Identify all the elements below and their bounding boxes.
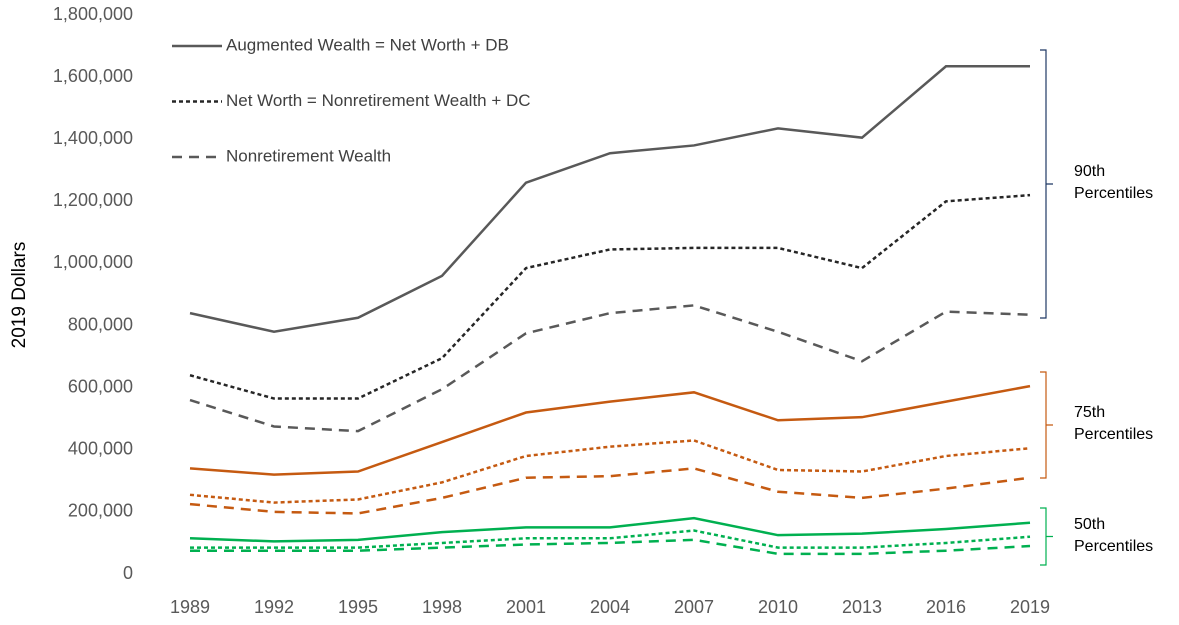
x-tick-label: 2016 (926, 597, 966, 617)
x-tick-label: 2007 (674, 597, 714, 617)
line (189, 384, 1031, 476)
x-tick-label: 1995 (338, 597, 378, 617)
line (189, 467, 1031, 515)
annotation: 50th Percentiles (1074, 515, 1154, 555)
y-tick-label: 1,600,000 (53, 66, 133, 86)
bracket (1040, 371, 1053, 479)
y-tick-label: 800,000 (68, 314, 133, 334)
y-axis-title: 2019 Dollars (9, 242, 30, 349)
x-tick-label: 2004 (590, 597, 630, 617)
y-tick-label: 1,000,000 (53, 252, 133, 272)
y-tick-label: 1,200,000 (53, 190, 133, 210)
line (189, 64, 1030, 334)
legend-label: Nonretirement Wealth (226, 146, 391, 165)
line (189, 193, 1031, 400)
line (189, 439, 1031, 504)
x-tick-label: 2001 (506, 597, 546, 617)
x-tick-label: 1992 (254, 597, 294, 617)
x-tick-label: 2013 (842, 597, 882, 617)
bracket (1040, 507, 1053, 566)
x-tick-label: 1989 (170, 597, 210, 617)
line (190, 538, 1031, 556)
x-tick-label: 1998 (422, 597, 462, 617)
x-tick-label: 2010 (758, 597, 798, 617)
x-tick-label: 2019 (1010, 597, 1050, 617)
y-tick-label: 400,000 (68, 439, 133, 459)
line (189, 304, 1031, 433)
y-tick-label: 600,000 (68, 376, 133, 396)
legend-label: Net Worth = Nonretirement Wealth + DC (226, 91, 531, 110)
annotation: 75th Percentiles (1074, 404, 1154, 443)
annotation: 90th Percentiles (1074, 163, 1154, 202)
y-tick-label: 200,000 (68, 501, 133, 521)
bracket (1040, 49, 1053, 319)
y-tick-label: 0 (123, 563, 133, 583)
legend-label: Augmented Wealth = Net Worth + DB (226, 35, 509, 54)
line (189, 516, 1031, 543)
line (190, 529, 1031, 549)
y-tick-label: 1,400,000 (53, 128, 133, 148)
y-tick-label: 1,800,000 (53, 4, 133, 24)
